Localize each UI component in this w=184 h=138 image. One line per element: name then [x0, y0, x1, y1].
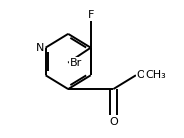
Text: CH₃: CH₃	[145, 70, 166, 80]
Text: O: O	[137, 70, 145, 80]
Text: O: O	[109, 117, 118, 127]
Text: N: N	[36, 43, 44, 53]
Text: F: F	[88, 10, 94, 20]
Text: Br: Br	[69, 58, 82, 68]
